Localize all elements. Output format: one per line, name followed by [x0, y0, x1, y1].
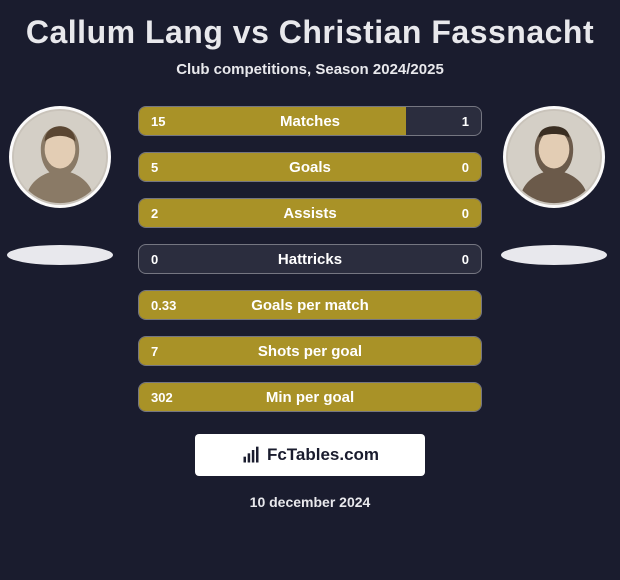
- stat-value-left: 2: [139, 199, 170, 227]
- chart-icon: [241, 445, 261, 465]
- stat-value-left: 302: [139, 383, 185, 411]
- stat-row: Shots per goal7: [138, 336, 482, 366]
- brand-text: FcTables.com: [267, 445, 379, 465]
- stat-value-right: 0: [450, 245, 481, 273]
- stat-row: Hattricks0 0: [138, 244, 482, 274]
- comparison-panel: Matches151Goals50Assists20Hattricks00Goa…: [0, 106, 620, 426]
- date-text: 10 december 2024: [0, 494, 620, 510]
- stat-row: Goals5 0: [138, 152, 482, 182]
- stat-value-left: 5: [139, 153, 170, 181]
- stat-label: Assists: [139, 199, 481, 227]
- player-right-avatar: [503, 106, 605, 208]
- player-right-shadow: [501, 245, 607, 265]
- page-subtitle: Club competitions, Season 2024/2025: [0, 61, 620, 78]
- player-left-avatar: [9, 106, 111, 208]
- stat-value-right: 0: [450, 199, 481, 227]
- stat-value-left: 0.33: [139, 291, 188, 319]
- page-title: Callum Lang vs Christian Fassnacht: [0, 0, 620, 51]
- stat-row: Matches15 1: [138, 106, 482, 136]
- stat-value-right: [457, 383, 481, 411]
- stat-value-right: [457, 337, 481, 365]
- stat-label: Matches: [139, 107, 481, 135]
- stat-label: Shots per goal: [139, 337, 481, 365]
- stat-value-left: 7: [139, 337, 170, 365]
- stat-value-right: [457, 291, 481, 319]
- stat-label: Min per goal: [139, 383, 481, 411]
- stat-value-right: 1: [450, 107, 481, 135]
- stat-label: Goals per match: [139, 291, 481, 319]
- avatar-placeholder-icon: [12, 109, 108, 205]
- stat-label: Hattricks: [139, 245, 481, 273]
- brand-badge: FcTables.com: [195, 434, 425, 476]
- stat-value-right: 0: [450, 153, 481, 181]
- stat-bars: Matches151Goals50Assists20Hattricks00Goa…: [138, 106, 482, 428]
- stat-value-left: 15: [139, 107, 177, 135]
- stat-row: Min per goal302: [138, 382, 482, 412]
- stat-row: Goals per match0.33: [138, 290, 482, 320]
- player-left-shadow: [7, 245, 113, 265]
- avatar-placeholder-icon: [506, 109, 602, 205]
- stat-row: Assists2 0: [138, 198, 482, 228]
- stat-label: Goals: [139, 153, 481, 181]
- stat-value-left: 0: [139, 245, 170, 273]
